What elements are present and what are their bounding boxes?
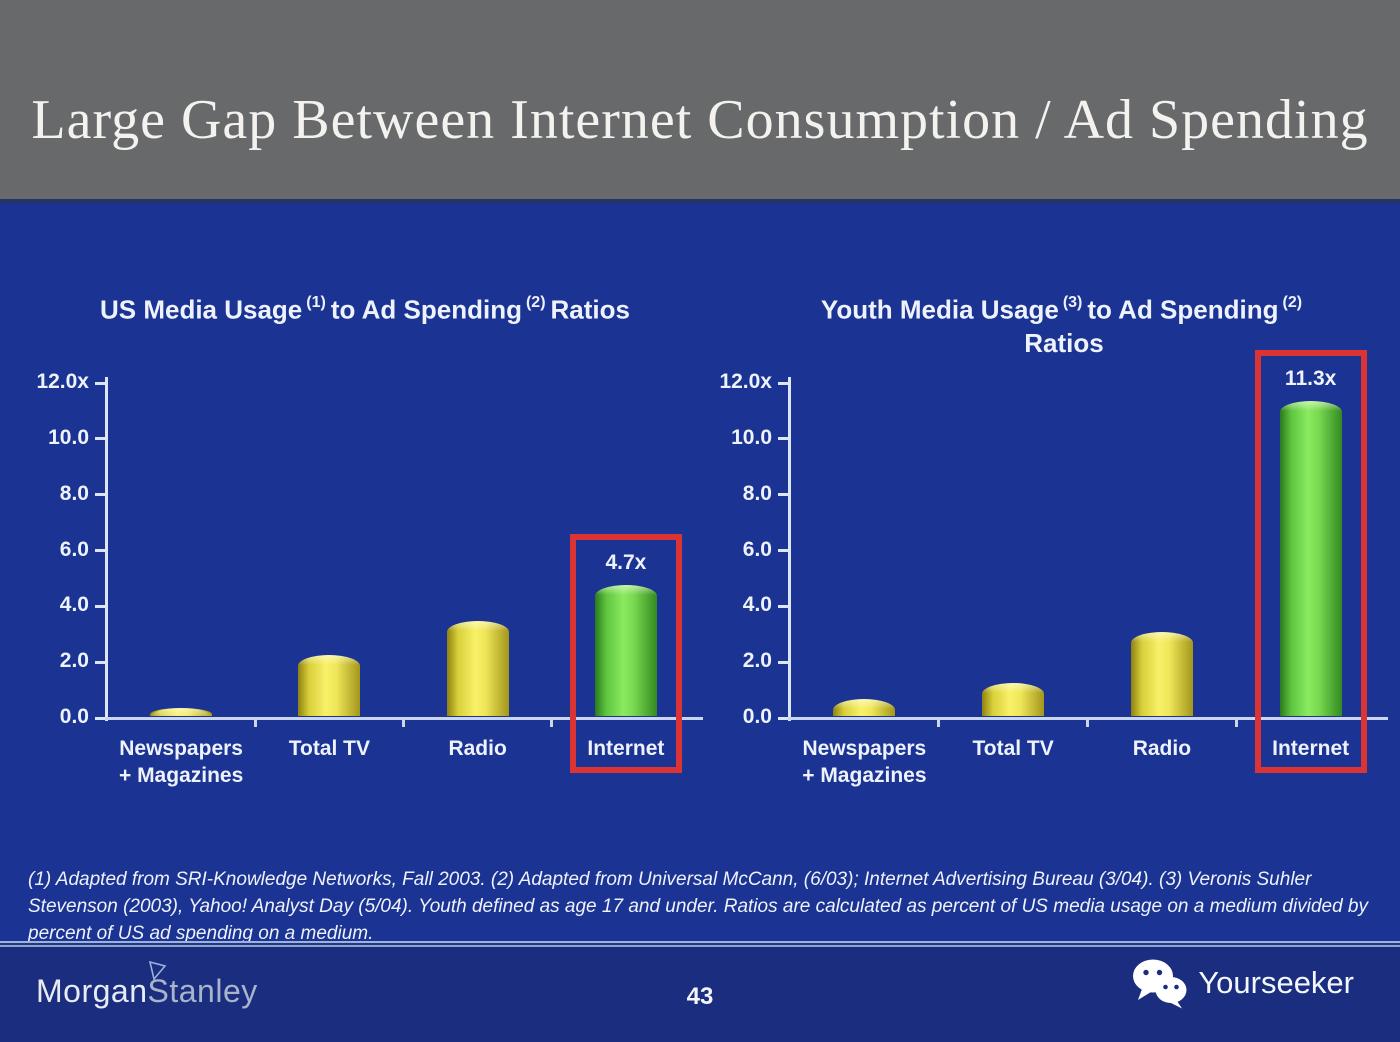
chart-title-post: Ratios [550,294,630,325]
x-tick-mark [253,719,257,727]
y-tick-label: 2.0 [59,649,89,673]
y-tick-mark [778,660,788,664]
chart-title-sup1: (3) [1062,294,1083,311]
y-tick-label: 0.0 [742,705,772,728]
bar-value-label: 11.3x [1284,366,1337,390]
y-tick-label: 12.0x [36,370,89,393]
bar-radio [446,621,509,716]
triangle-flag-icon [148,961,167,981]
chart-title-line2: Ratios [1024,327,1104,358]
yourseeker-logo: Yourseeker [1131,957,1354,1009]
chart-title: Youth Media Usage (3) to Ad Spending (2) Ra… [730,288,1398,360]
y-tick-mark [778,549,788,552]
category-label: Internet [1272,737,1350,760]
bar-total-tv [298,654,361,716]
footnote: (1) Adapted from SRI-Knowledge Networks,… [28,869,1368,944]
y-tick-label: 0.0 [59,705,89,728]
bar-cap [1279,400,1342,411]
bar-value-label: 4.7x [605,550,647,574]
youth-media-ratio-chart: Youth Media Usage (3) to Ad Spending (2) Ra… [719,288,1398,787]
bar-cap [150,707,213,716]
bar-cap [1130,632,1193,643]
category-label: Radio [448,737,507,760]
category-label: Total TV [972,737,1054,760]
x-tick-mark [550,719,554,727]
y-axis-line [788,377,791,721]
chart-title-sup1: (1) [306,294,326,311]
x-tick-mark [1086,719,1089,727]
highlight-box [1254,349,1367,773]
wechat-icon [1133,959,1187,1009]
bar-newspapers-magazines [833,699,896,716]
y-tick-label: 6.0 [742,537,772,561]
morgan-stanley-logo: MorganStanley [36,961,258,1010]
bar-radio [1130,632,1193,716]
plot-area: 12.0x 10.0 8.0 6.0 4.0 2.0 0.0 Newspapers + Mag… [36,370,703,787]
plot-area: 12.0x 10.0 8.0 6.0 4.0 2.0 0.0 Newspapers + Mag… [719,349,1388,787]
bar-cap [982,682,1045,693]
footer-divider [0,941,1400,947]
x-tick-mark [402,719,405,727]
y-tick-mark [778,493,788,497]
slide-header: Large Gap Between Internet Consumption /… [0,0,1400,204]
y-tick-mark [95,549,105,552]
highlight-box [569,533,682,773]
x-axis-line [105,717,703,720]
category-label: Radio [1132,737,1192,760]
bar-newspapers-magazines [150,707,213,716]
bar-total-tv [982,682,1045,716]
page-number: 43 [686,983,714,1010]
slide-title: Large Gap Between Internet Consumption /… [31,89,1369,151]
chart-title-sup2: (2) [1282,294,1303,311]
y-tick-mark [95,716,105,720]
y-tick-mark [95,437,105,441]
y-tick-label: 10.0 [731,425,772,449]
category-label: Total TV [288,737,371,760]
chart-title-mid: to Ad Spending [330,294,522,325]
y-tick-mark [95,493,105,497]
y-tick-mark [95,381,105,385]
y-tick-label: 12.0x [719,370,772,393]
y-tick-label: 4.0 [742,593,772,617]
y-tick-label: 6.0 [59,537,89,561]
y-tick-label: 4.0 [59,593,89,617]
bar-cap [298,654,361,665]
bar-cap [594,584,657,595]
morgan-stanley-logo-morgan: Morgan [36,973,148,1009]
y-tick-mark [778,716,788,720]
chart-title-sup2: (2) [525,294,546,311]
category-label: Internet [587,737,665,760]
category-label: Newspapers + Magazines [118,737,244,787]
bar-cap [446,621,509,632]
bar-cap [833,699,896,710]
x-tick-mark [937,719,941,727]
category-label: Newspapers + Magazines [802,737,927,787]
morgan-stanley-logo-stanley: Stanley [147,973,258,1009]
us-media-ratio-chart: US Media Usage (1) to Ad Spending (2) Ratios… [30,288,703,787]
y-tick-mark [778,604,788,608]
slide-footer: MorganStanley 43 Yourseeker [0,947,1400,1042]
x-axis-line [788,717,1388,720]
chart-title-mid: to Ad Spending [1087,294,1279,325]
y-tick-label: 8.0 [742,481,772,505]
yourseeker-label: Yourseeker [1198,965,1354,1000]
y-tick-mark [778,437,788,441]
chart-title-pre: US Media Usage [99,294,303,325]
y-tick-mark [95,660,105,664]
chart-title: US Media Usage (1) to Ad Spending (2) Ratios [30,288,700,327]
chart-title-pre: Youth Media Usage [820,294,1059,325]
y-tick-label: 2.0 [742,649,772,673]
y-tick-label: 8.0 [59,481,89,505]
y-tick-mark [778,381,788,385]
y-axis-line [105,377,108,721]
y-tick-label: 10.0 [48,425,89,449]
bar-internet [1279,400,1342,716]
bar-internet [594,584,657,716]
x-tick-mark [1234,719,1238,727]
y-tick-mark [95,604,105,608]
